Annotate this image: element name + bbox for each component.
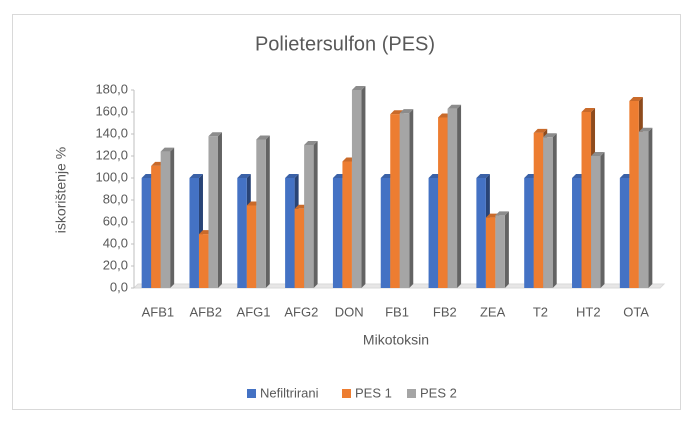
y-axis-title: iskorištenje % — [53, 147, 69, 233]
bar-side — [457, 104, 462, 288]
bar — [141, 178, 152, 288]
bar-top — [399, 109, 414, 114]
bar-side — [504, 211, 509, 288]
x-tick-label: FB1 — [385, 304, 409, 319]
x-tick-label: OTA — [623, 304, 649, 319]
bar-top — [533, 128, 548, 133]
bar-top — [581, 108, 596, 112]
bar — [591, 156, 601, 288]
x-tick-label: AFB2 — [189, 304, 222, 319]
bar-top — [638, 127, 653, 132]
x-tick-label: AFG2 — [284, 304, 318, 319]
y-tick-label: 180,0 — [95, 81, 128, 96]
bar-top — [629, 97, 643, 101]
bar-top — [591, 152, 605, 156]
y-tick-label: 100,0 — [95, 169, 128, 184]
bar — [304, 145, 314, 288]
bar-top — [351, 86, 366, 90]
bar-side — [313, 141, 318, 288]
bar — [189, 178, 199, 288]
x-tick-label: FB2 — [433, 304, 457, 319]
bar — [294, 208, 305, 288]
y-tick-label: 80,0 — [103, 191, 128, 206]
bar — [447, 108, 458, 288]
bar — [629, 101, 639, 288]
y-tick-label: 160,0 — [95, 103, 128, 118]
bar — [438, 117, 448, 288]
bar — [198, 234, 209, 288]
y-tick-label: 0,0 — [110, 279, 128, 294]
bar-side — [361, 86, 366, 288]
bar — [428, 178, 439, 288]
bar — [151, 165, 161, 288]
x-axis-title: Mikotoksin — [363, 332, 429, 348]
x-tick-label: AFG1 — [237, 304, 271, 319]
bar — [619, 178, 630, 288]
bar — [285, 178, 295, 288]
y-tick-label: 40,0 — [103, 235, 128, 250]
bar — [524, 178, 534, 288]
legend-label: PES 2 — [420, 385, 457, 400]
y-tick-label: 140,0 — [95, 125, 128, 140]
bar-top — [237, 174, 251, 178]
bar — [256, 139, 266, 288]
bar — [342, 161, 352, 288]
bar-top — [208, 132, 222, 137]
legend-swatch — [407, 389, 416, 398]
legend-swatch — [247, 389, 256, 398]
bar-side — [170, 147, 175, 288]
x-tick-label: AFB1 — [142, 304, 175, 319]
bar-side — [265, 135, 270, 288]
bar-side — [217, 132, 222, 288]
bar — [160, 151, 171, 288]
legend-swatch — [342, 389, 351, 398]
bar — [638, 131, 649, 288]
bar — [543, 137, 553, 288]
chart-title: Polietersulfon (PES) — [255, 33, 435, 55]
bar-top — [447, 104, 462, 109]
bar — [495, 215, 505, 288]
x-tick-label: T2 — [533, 304, 548, 319]
bar-side — [648, 127, 653, 288]
x-tick-label: DON — [335, 304, 364, 319]
legend-label: Nefiltrirani — [260, 385, 319, 400]
bar — [581, 112, 592, 288]
bar-top — [495, 211, 509, 216]
bar-top — [543, 133, 557, 138]
legend-label: PES 1 — [355, 385, 392, 400]
y-tick-label: 20,0 — [103, 257, 128, 272]
bar — [237, 178, 247, 288]
bar — [246, 205, 257, 288]
bar-top — [285, 174, 299, 178]
bar-side — [409, 109, 414, 288]
bar — [572, 178, 582, 288]
bar — [533, 132, 544, 288]
bar — [332, 178, 343, 288]
bar-top — [304, 141, 318, 145]
bar-top — [256, 135, 270, 140]
y-tick-label: 120,0 — [95, 147, 128, 162]
bar — [351, 90, 362, 288]
bar — [208, 136, 218, 288]
bar-side — [552, 133, 557, 288]
bar-top — [476, 174, 490, 178]
bar-side — [600, 152, 605, 288]
bar — [485, 217, 496, 288]
y-tick-label: 60,0 — [103, 213, 128, 228]
x-tick-label: ZEA — [480, 304, 506, 319]
bar — [390, 114, 400, 288]
x-tick-label: HT2 — [576, 304, 601, 319]
bar — [476, 178, 486, 288]
bar — [399, 113, 410, 288]
bar-top — [189, 174, 203, 178]
bar — [380, 178, 391, 288]
bar-top — [160, 147, 175, 152]
